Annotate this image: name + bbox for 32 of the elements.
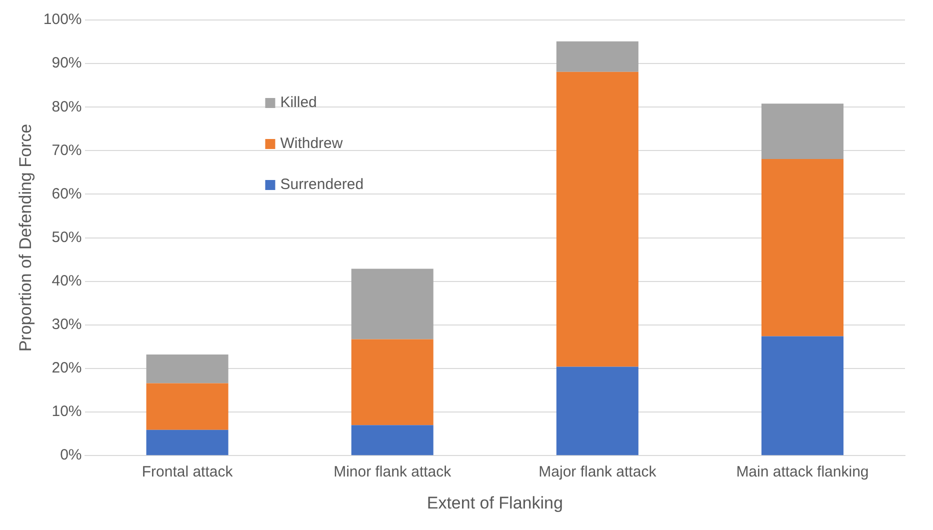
bar <box>351 339 434 426</box>
bar <box>556 41 638 72</box>
x-tick-label: Main attack flanking <box>736 464 869 481</box>
bar <box>146 430 228 456</box>
y-tick-label: 60% <box>52 185 82 202</box>
bar <box>351 425 434 456</box>
y-tick-label: 20% <box>52 360 82 377</box>
bar <box>146 383 228 430</box>
y-tick-label: 70% <box>52 142 82 159</box>
legend-label: Withdrew <box>280 135 343 152</box>
y-tick-label: 10% <box>52 403 82 420</box>
y-axis-title: Proportion of Defending Force <box>16 124 35 352</box>
x-axis-title: Extent of Flanking <box>426 493 563 512</box>
legend-label: Surrendered <box>280 176 364 194</box>
x-tick-label: Major flank attack <box>538 464 657 481</box>
bar <box>761 336 844 456</box>
bar <box>761 104 844 159</box>
legend-label: Killed <box>280 94 317 112</box>
bar <box>556 366 638 456</box>
y-tick-label: 30% <box>52 316 82 334</box>
bar <box>556 72 638 367</box>
bar <box>146 354 228 384</box>
x-tick-label: Frontal attack <box>142 464 234 481</box>
y-tick-label: 50% <box>52 228 82 246</box>
y-tick-label: 80% <box>52 98 82 116</box>
y-tick-label: 40% <box>52 272 82 290</box>
x-tick-label: Minor flank attack <box>334 464 452 481</box>
bar <box>351 268 434 340</box>
y-tick-label: 0% <box>60 446 82 464</box>
bar <box>761 158 844 336</box>
y-tick-label: 100% <box>43 11 82 28</box>
y-tick-label: 90% <box>52 54 82 72</box>
